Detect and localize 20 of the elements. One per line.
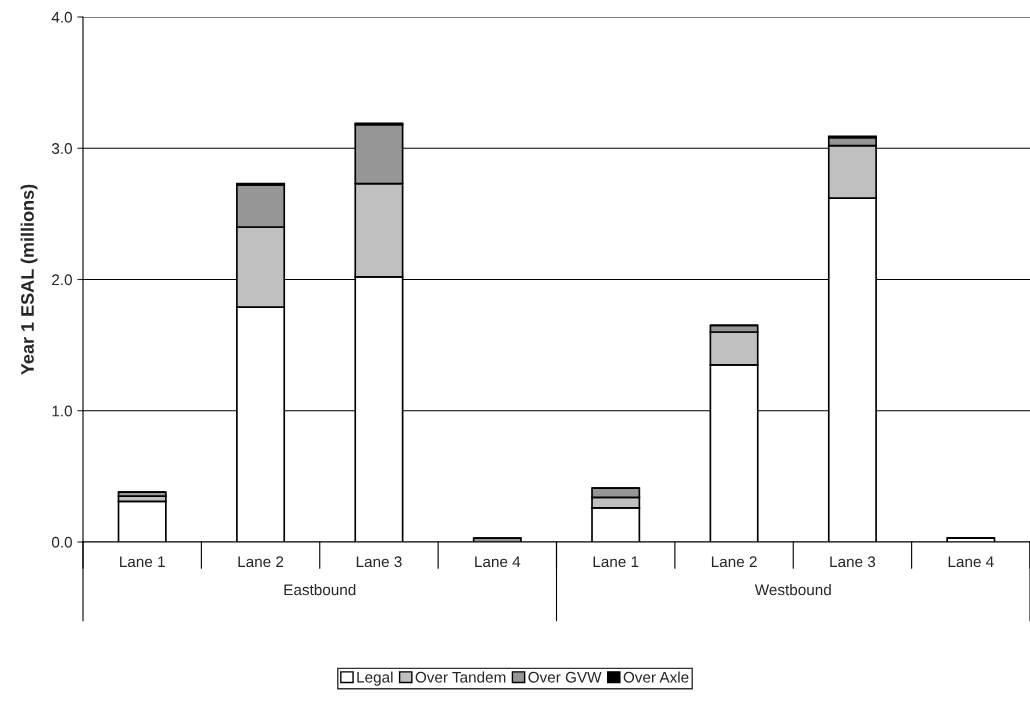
y-axis-title: Year 1 ESAL (millions) [20, 184, 38, 375]
text: Eastbound [284, 584, 356, 596]
legend-label: Over Tandem [415, 671, 506, 683]
y-tick-label: 1.0 [52, 405, 72, 417]
x-tick-label: Lane 4 [948, 556, 994, 568]
legend-label: Over Axle [623, 671, 689, 683]
text: Westbound [754, 584, 831, 596]
legend-label: Over GVW [528, 671, 602, 683]
x-tick-label: Lane 3 [830, 556, 876, 568]
x-tick-label: Lane 2 [238, 556, 284, 568]
x-tick-label: Lane 2 [711, 556, 757, 568]
y-tick-label: 2.0 [52, 274, 72, 286]
x-tick-label: Lane 3 [356, 556, 402, 568]
x-tick-label: Lane 1 [120, 556, 165, 568]
y-tick-label: 0.0 [51, 536, 72, 548]
x-tick-label: Lane 4 [475, 556, 521, 568]
y-tick-label: 4.0 [51, 11, 72, 23]
x-tick-label: Lane 1 [593, 556, 639, 568]
legend-label: Legal [357, 671, 393, 686]
y-tick-label: 3.0 [51, 143, 72, 154]
